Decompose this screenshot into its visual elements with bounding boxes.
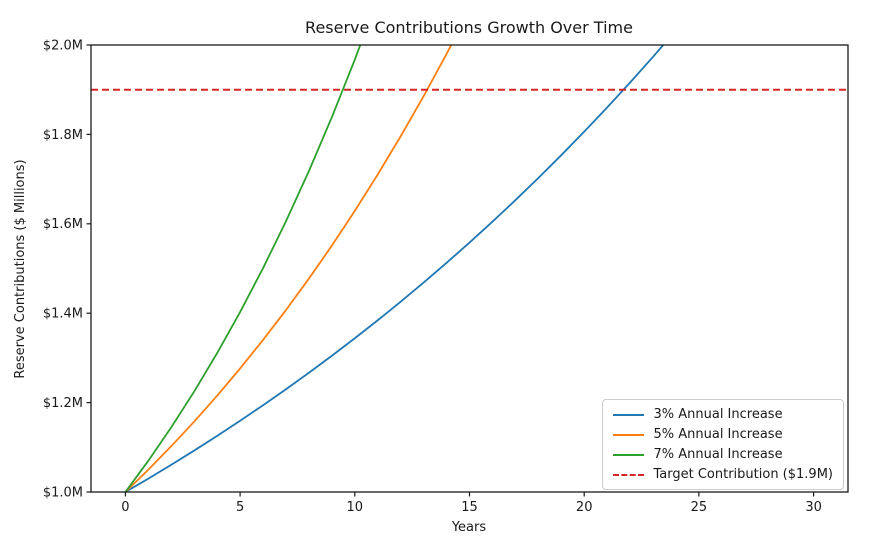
x-axis-label: Years bbox=[451, 520, 487, 535]
series-line-3pct bbox=[124, 45, 665, 492]
series-line-5pct bbox=[124, 45, 453, 492]
y-tick-label: $1.6M bbox=[43, 217, 83, 232]
legend-item: 5% Annual Increase bbox=[613, 427, 833, 442]
x-tick-label: 25 bbox=[691, 500, 708, 515]
legend-item-label: 5% Annual Increase bbox=[653, 427, 783, 442]
chart-title: Reserve Contributions Growth Over Time bbox=[305, 18, 633, 37]
x-tick-label: 15 bbox=[461, 500, 478, 515]
legend-item: Target Contribution ($1.9M) bbox=[613, 467, 833, 482]
y-tick-label: $1.0M bbox=[43, 485, 83, 500]
legend-item-label: Target Contribution ($1.9M) bbox=[653, 467, 833, 482]
legend-line-sample bbox=[613, 413, 645, 416]
y-tick-label: $2.0M bbox=[43, 38, 83, 53]
x-tick-label: 10 bbox=[347, 500, 364, 515]
x-tick-label: 0 bbox=[121, 500, 129, 515]
y-tick-label: $1.4M bbox=[43, 307, 83, 322]
legend-item-label: 7% Annual Increase bbox=[653, 447, 783, 462]
series-lines bbox=[124, 45, 665, 492]
legend-item: 3% Annual Increase bbox=[613, 407, 833, 422]
legend: 3% Annual Increase 5% Annual Increase 7% A… bbox=[602, 399, 844, 490]
y-tick-label: $1.2M bbox=[43, 396, 83, 411]
x-tick-label: 20 bbox=[576, 500, 593, 515]
series-line-7pct bbox=[124, 45, 362, 492]
y-tick-label: $1.8M bbox=[43, 128, 83, 143]
y-axis-label: Reserve Contributions ($ Millions) bbox=[13, 159, 28, 378]
legend-item: 7% Annual Increase bbox=[613, 447, 833, 462]
x-tick-label: 5 bbox=[236, 500, 244, 515]
legend-line-sample bbox=[613, 453, 645, 456]
x-tick-label: 30 bbox=[805, 500, 822, 515]
legend-item-label: 3% Annual Increase bbox=[653, 407, 783, 422]
axis-ticks: 0 5 10 15 20 25 30 $1.0M $1.2M $1.4M $1.6M $1.8M $2.… bbox=[43, 38, 822, 515]
legend-line-sample bbox=[613, 473, 645, 476]
legend-line-sample bbox=[613, 433, 645, 436]
